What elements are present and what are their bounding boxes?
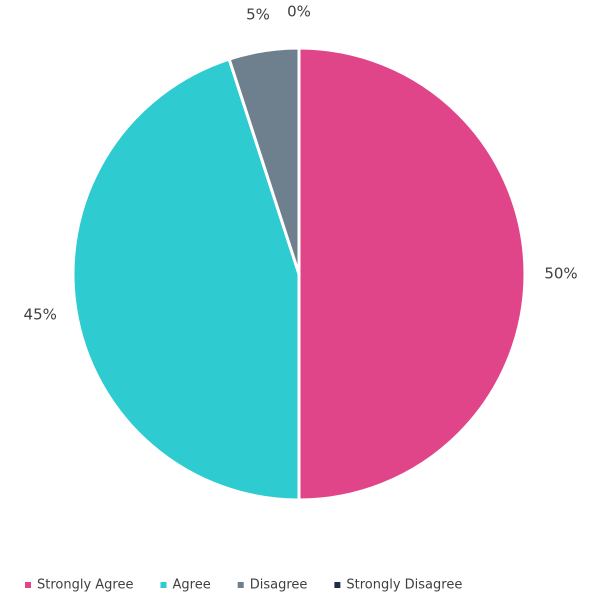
legend-marker — [25, 582, 31, 588]
legend-marker — [334, 582, 341, 588]
legend-text: Disagree — [250, 578, 308, 593]
data-label: 5% — [246, 6, 270, 24]
legend-marker — [160, 582, 167, 588]
legend-text: Agree — [173, 578, 211, 593]
data-label: 0% — [287, 3, 311, 21]
pie-slice — [71, 57, 301, 502]
legend-marker — [237, 582, 244, 588]
legend-text: Strongly Agree — [37, 578, 134, 593]
data-label: 45% — [24, 305, 57, 323]
legend-text: Strongly Disagree — [346, 578, 462, 593]
pie-slice — [297, 46, 527, 502]
data-label: 50% — [544, 265, 577, 283]
